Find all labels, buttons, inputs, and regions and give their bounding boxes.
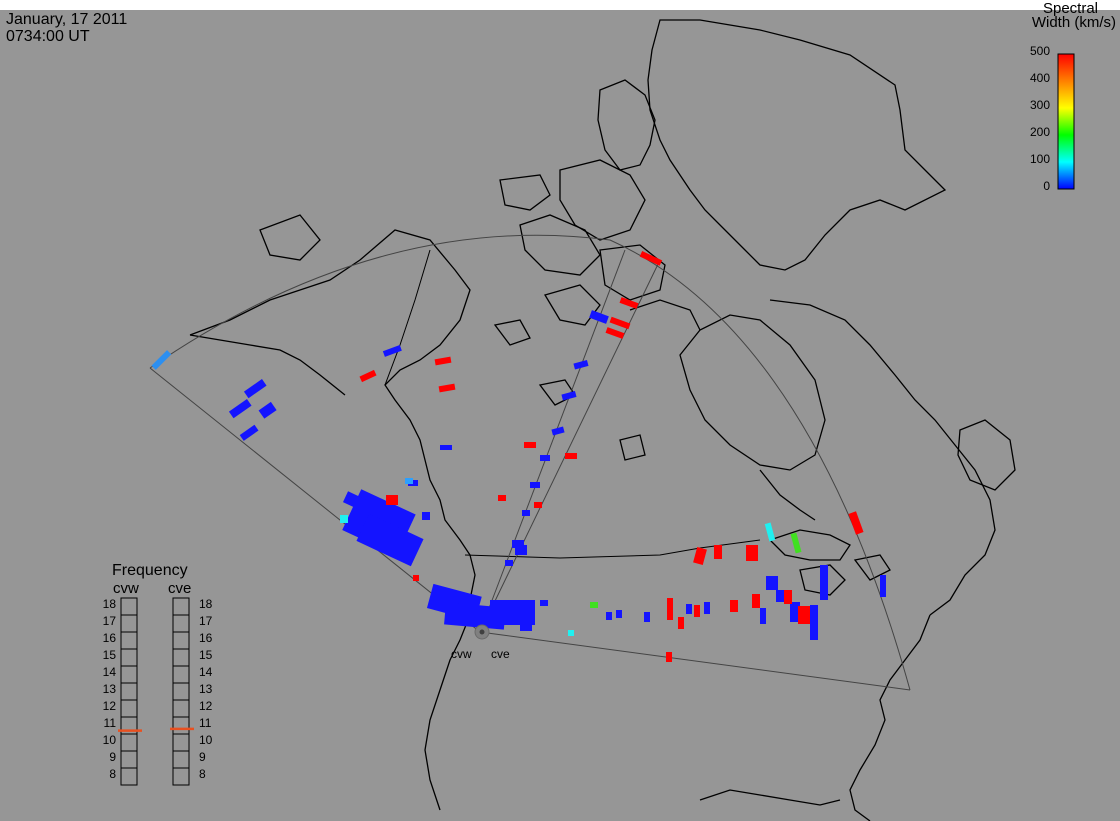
frequency-tick: 8 xyxy=(109,767,116,781)
frequency-tick: 14 xyxy=(199,665,213,679)
frequency-tick: 17 xyxy=(199,614,213,628)
colorbar-tick: 0 xyxy=(1043,179,1050,193)
frequency-tick: 18 xyxy=(103,597,117,611)
colorbar-tick: 400 xyxy=(1030,71,1050,85)
frequency-tick: 18 xyxy=(199,597,213,611)
frequency-tick: 11 xyxy=(104,716,117,730)
frequency-tick: 9 xyxy=(199,750,206,764)
colorbar-tick: 200 xyxy=(1030,125,1050,139)
colorbar-tick: 100 xyxy=(1030,152,1050,166)
frequency-tick: 9 xyxy=(109,750,116,764)
frequency-tick: 8 xyxy=(199,767,206,781)
frequency-cell xyxy=(120,767,138,786)
radar-echoes xyxy=(151,251,886,662)
frequency-tick: 16 xyxy=(199,631,213,645)
colorbar-tick: 300 xyxy=(1030,98,1050,112)
colorbar-tick: 500 xyxy=(1030,44,1050,58)
frequency-panel: Frequency cvw cve 1817161514131211109818… xyxy=(103,562,213,786)
frequency-label-cvw: cvw xyxy=(113,580,139,597)
colorbar-gradient xyxy=(1057,53,1075,190)
frequency-tick: 10 xyxy=(103,733,117,747)
frequency-tick: 10 xyxy=(199,733,213,747)
frequency-scale: 18 17 16 15 14 13 12 11 10 9 8 18 17 16 15 14 13 12 11 10 9 8 xyxy=(103,597,213,786)
frequency-tick: 15 xyxy=(103,648,117,662)
frequency-tick: 13 xyxy=(103,682,117,696)
frequency-title: Frequency xyxy=(112,562,188,579)
frequency-tick: 14 xyxy=(103,665,117,679)
date-label: January, 17 2011 xyxy=(6,11,127,28)
radar-label-west: cvw xyxy=(451,647,472,661)
frequency-tick: 13 xyxy=(199,682,213,696)
coastlines xyxy=(189,19,1016,821)
frequency-tick: 17 xyxy=(103,614,117,628)
frequency-tick: 11 xyxy=(199,716,212,730)
radar-site-dot xyxy=(479,629,485,635)
frequency-tick: 15 xyxy=(199,648,213,662)
frequency-tick: 12 xyxy=(103,699,117,713)
frequency-tick: 16 xyxy=(103,631,117,645)
colorbar: Spectral Width (km/s) 500 400 300 200 10… xyxy=(1030,0,1116,193)
frequency-tick: 12 xyxy=(199,699,213,713)
colorbar-title-line1: Spectral xyxy=(1043,0,1098,17)
colorbar-title-line2: Width (km/s) xyxy=(1032,14,1116,31)
radar-label-east: cve xyxy=(491,647,510,661)
frequency-cell xyxy=(172,767,190,786)
map-background xyxy=(0,10,1120,821)
time-label: 0734:00 UT xyxy=(6,28,90,45)
frequency-label-cve: cve xyxy=(168,580,191,597)
